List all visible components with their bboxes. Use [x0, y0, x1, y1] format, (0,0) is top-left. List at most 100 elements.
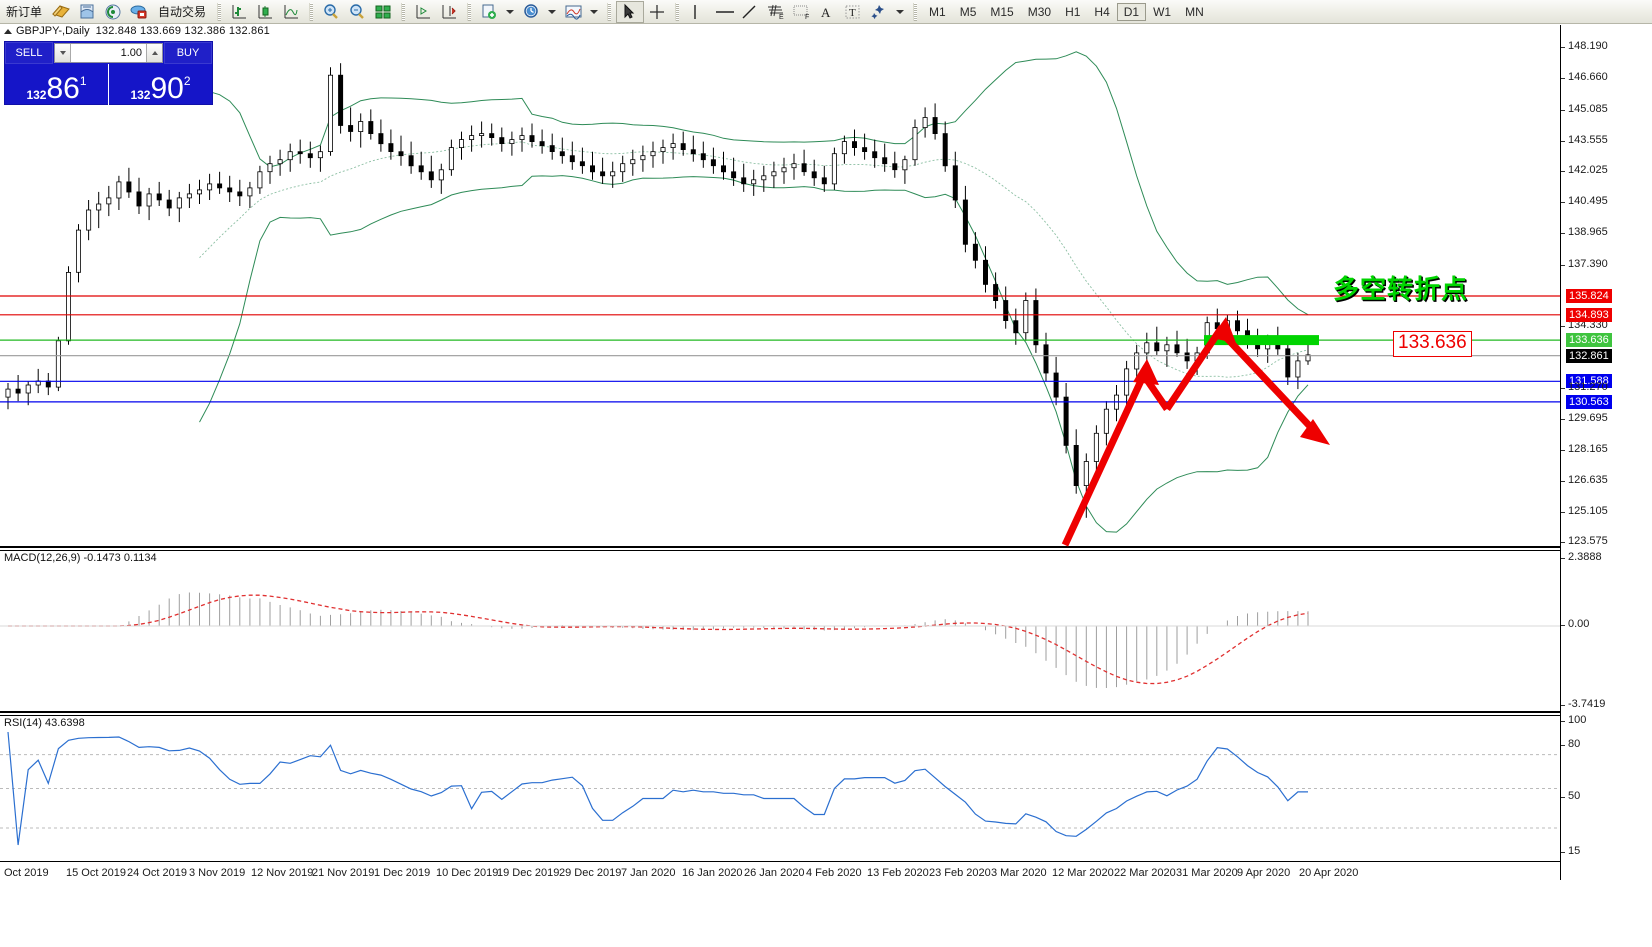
- vertical-line-icon[interactable]: [684, 1, 710, 23]
- price-tick: 140.495: [1561, 195, 1608, 207]
- shift-icon[interactable]: [410, 1, 436, 23]
- new-order-button[interactable]: 新订单: [6, 5, 43, 19]
- price-level-tag[interactable]: 131.588: [1566, 374, 1612, 388]
- trendline-icon[interactable]: [736, 1, 762, 23]
- buy-price-quote[interactable]: 132 90 2: [109, 64, 212, 105]
- one-click-trading-panel[interactable]: SELL 1.00 BUY 132 86 1 132 90 2: [4, 41, 213, 105]
- quotes-row[interactable]: 132 86 1 132 90 2: [5, 64, 212, 105]
- cursor-icon[interactable]: [616, 0, 645, 23]
- order-controls-row[interactable]: SELL 1.00 BUY: [5, 42, 212, 64]
- lot-size-input[interactable]: 1.00: [71, 44, 146, 62]
- channel-icon[interactable]: F: [788, 1, 814, 23]
- price-level-tag[interactable]: 130.563: [1566, 395, 1612, 409]
- bar-chart-icon[interactable]: [226, 1, 252, 23]
- chevron-down-icon[interactable]: [506, 9, 515, 14]
- time-tick: 3 Mar 2020: [991, 867, 1047, 879]
- price-level-tag[interactable]: 135.824: [1566, 289, 1612, 303]
- time-tick: 21 Nov 2019: [312, 867, 375, 879]
- price-tick: 145.085: [1561, 103, 1608, 115]
- timeframe-m30[interactable]: M30: [1027, 4, 1052, 19]
- symbol-name: GBPJPY-,Daily: [16, 25, 90, 37]
- timeframe-m1[interactable]: M1: [929, 4, 946, 19]
- lot-size-stepper[interactable]: 1.00: [54, 43, 163, 63]
- time-tick: 4 Feb 2020: [806, 867, 862, 879]
- rsi-tick: 50: [1561, 790, 1580, 802]
- data-window-icon[interactable]: [74, 1, 100, 23]
- text-label-icon[interactable]: T: [840, 1, 866, 23]
- timeframe-d1[interactable]: D1: [1116, 2, 1147, 21]
- timeframe-w1[interactable]: W1: [1153, 4, 1172, 19]
- zoom-in-icon[interactable]: [318, 1, 344, 23]
- chevron-down-icon: [59, 51, 66, 55]
- price-level-tag[interactable]: 134.893: [1566, 308, 1612, 322]
- time-tick: 23 Feb 2020: [929, 867, 991, 879]
- toolbar-separator: [673, 2, 681, 21]
- autotrade-icon[interactable]: [126, 1, 152, 23]
- price-chart-pane[interactable]: [0, 37, 1560, 548]
- price-level-tag[interactable]: 132.861: [1566, 349, 1612, 363]
- price-tick: 143.555: [1561, 134, 1608, 146]
- sell-price-quote[interactable]: 132 86 1: [5, 64, 109, 105]
- candlestick-icon[interactable]: [252, 1, 278, 23]
- template-icon[interactable]: [476, 1, 502, 23]
- period-icon[interactable]: [518, 1, 544, 23]
- price-tick: 126.635: [1561, 474, 1608, 486]
- chevron-up-icon: [151, 51, 158, 55]
- lot-decrease-button[interactable]: [55, 44, 71, 62]
- autoscroll-icon[interactable]: [436, 1, 462, 23]
- timeframe-mn[interactable]: MN: [1185, 4, 1204, 19]
- buy-button[interactable]: BUY: [164, 42, 212, 64]
- sell-price-prefix: 132: [26, 88, 47, 102]
- signal-icon[interactable]: [100, 1, 126, 23]
- price-tick: 129.695: [1561, 412, 1608, 424]
- crosshair-icon[interactable]: [644, 1, 670, 23]
- text-icon[interactable]: A: [814, 1, 840, 23]
- macd-label: MACD(12,26,9) -0.1473 0.1134: [4, 552, 157, 564]
- timeframe-m15[interactable]: M15: [990, 4, 1014, 19]
- collapse-triangle-icon[interactable]: [4, 28, 12, 34]
- lot-increase-button[interactable]: [146, 44, 162, 62]
- price-tick: 142.025: [1561, 164, 1608, 176]
- price-tick: 128.165: [1561, 443, 1608, 455]
- price-scale[interactable]: 148.190 146.660 145.085 143.555 142.025 140.4…: [1560, 25, 1652, 880]
- autotrade-button[interactable]: 自动交易: [158, 5, 207, 19]
- svg-text:E: E: [779, 14, 784, 21]
- grid-icon[interactable]: [370, 1, 396, 23]
- buy-price-prefix: 132: [130, 88, 151, 102]
- price-tick: 134.330: [1561, 319, 1608, 331]
- time-axis: Oct 2019 15 Oct 2019 24 Oct 2019 3 Nov 2019…: [0, 864, 1652, 884]
- line-chart-icon[interactable]: [278, 1, 304, 23]
- timeframe-h4[interactable]: H4: [1094, 4, 1110, 19]
- time-tick: 13 Feb 2020: [867, 867, 929, 879]
- zoom-out-icon[interactable]: [344, 1, 370, 23]
- macd-tick: 0.00: [1561, 618, 1589, 630]
- price-tick: 148.190: [1561, 40, 1608, 52]
- indicators-icon[interactable]: [560, 1, 586, 23]
- rsi-label: RSI(14) 43.6398: [4, 717, 85, 729]
- buy-price-main: 90: [150, 72, 184, 105]
- symbol-ohlc: 132.848 133.669 132.386 132.861: [95, 25, 270, 37]
- price-level-tag[interactable]: 133.636: [1566, 333, 1612, 347]
- macd-tick: -3.7419: [1561, 698, 1605, 710]
- time-tick: 12 Nov 2019: [251, 867, 314, 879]
- macd-tick: 2.3888: [1561, 551, 1602, 563]
- chevron-down-icon[interactable]: [548, 9, 557, 14]
- rsi-tick: 15: [1561, 845, 1580, 857]
- price-tick: 125.105: [1561, 505, 1608, 517]
- chevron-down-icon[interactable]: [896, 9, 905, 14]
- book-icon[interactable]: [48, 1, 74, 23]
- chevron-down-icon[interactable]: [590, 9, 599, 14]
- main-toolbar[interactable]: 新订单: [0, 0, 1652, 24]
- time-tick: 22 Mar 2020: [1114, 867, 1176, 879]
- macd-pane[interactable]: MACD(12,26,9) -0.1473 0.1134: [0, 550, 1560, 713]
- rsi-pane[interactable]: RSI(14) 43.6398: [0, 715, 1560, 862]
- sell-button[interactable]: SELL: [5, 42, 53, 64]
- timeframe-h1[interactable]: H1: [1065, 4, 1081, 19]
- horizontal-line-icon[interactable]: [710, 1, 736, 23]
- svg-text:F: F: [805, 14, 809, 21]
- time-tick: 26 Jan 2020: [744, 867, 805, 879]
- timeframe-m5[interactable]: M5: [959, 4, 977, 19]
- fibonacci-icon[interactable]: E: [762, 1, 788, 23]
- time-tick: 20 Apr 2020: [1299, 867, 1359, 879]
- shapes-icon[interactable]: [866, 1, 892, 23]
